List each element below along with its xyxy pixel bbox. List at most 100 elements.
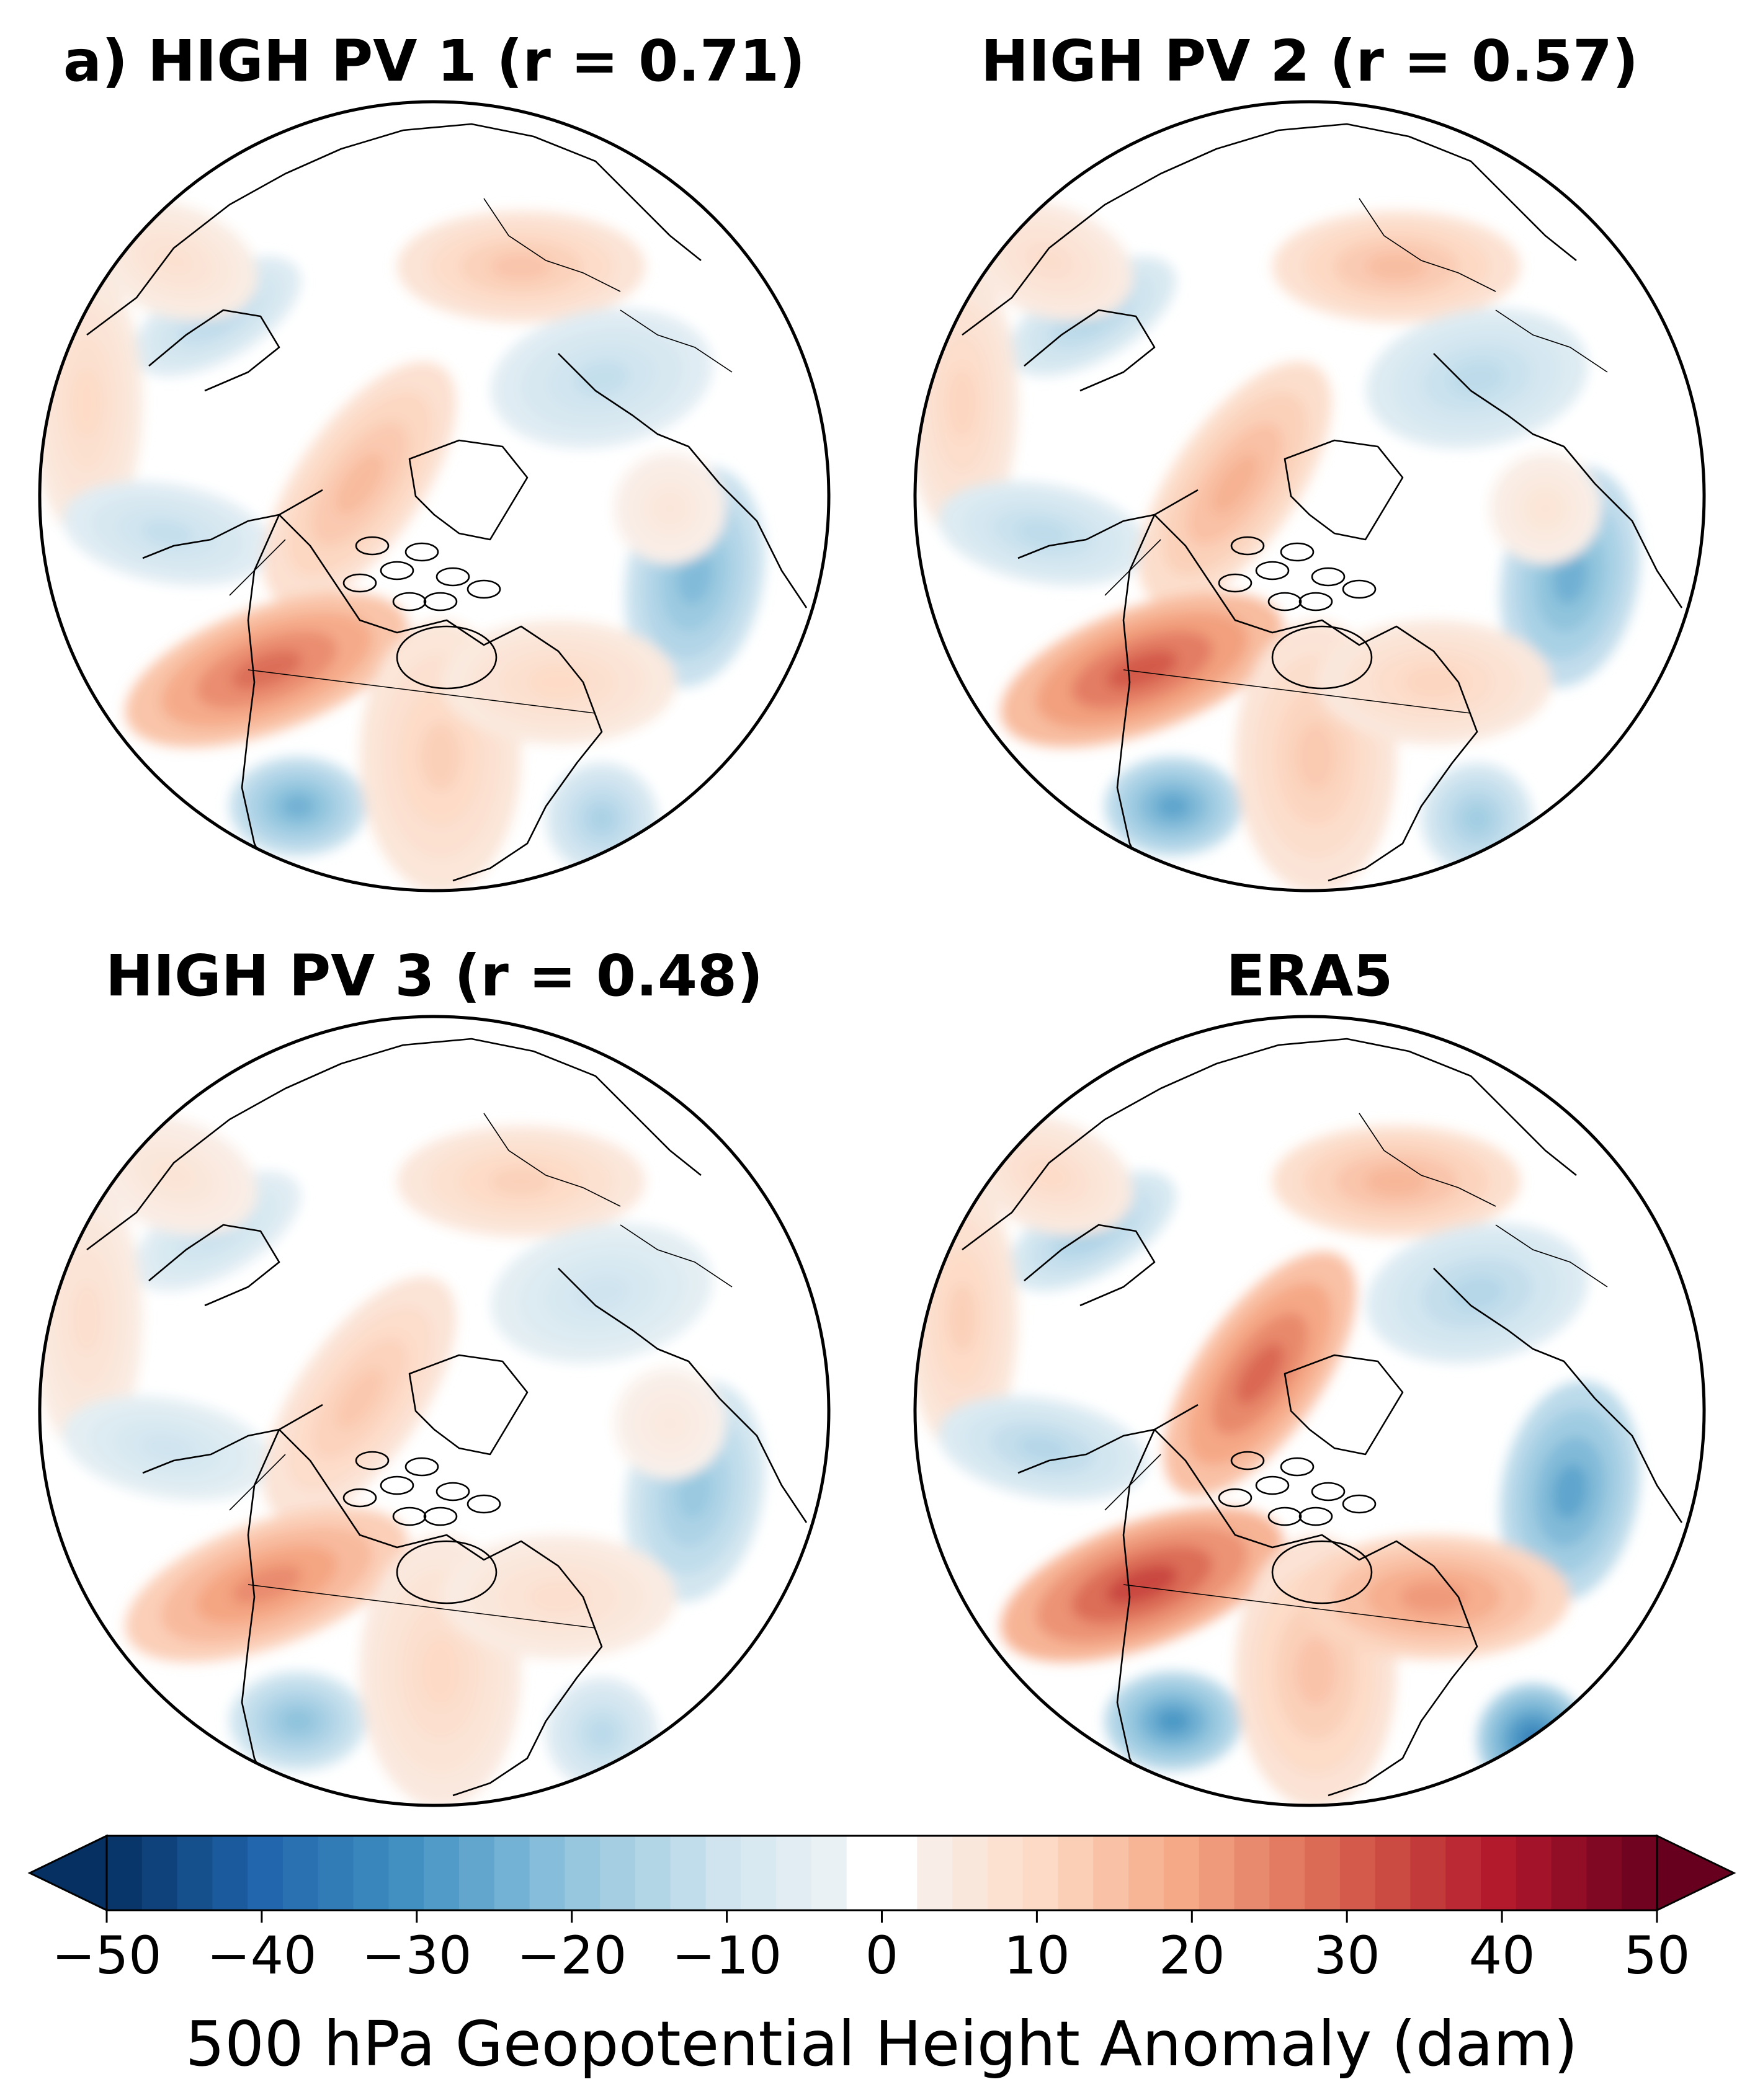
eurasia-north-coast <box>962 123 1577 336</box>
anomaly-contour <box>587 804 616 833</box>
colorbar-tick-label: 50 <box>1624 1925 1690 1986</box>
colorbar-bin <box>1551 1836 1588 1910</box>
anomaly-contour <box>1365 252 1427 281</box>
colorbar-extend-min <box>27 1834 108 1912</box>
island-outline <box>1342 1494 1377 1514</box>
island-outline <box>1280 542 1315 562</box>
anomaly-contour <box>1552 1464 1588 1519</box>
map-panel-high-pv-3 <box>38 1015 831 1807</box>
island-outline <box>1218 1488 1253 1508</box>
anomaly-contour <box>529 1582 588 1613</box>
coastlines <box>86 1038 808 1805</box>
greenland-outline <box>408 1354 529 1456</box>
border-line <box>620 1224 733 1288</box>
colorbar-bin <box>494 1836 530 1910</box>
island-outline <box>355 536 390 556</box>
island-outline <box>435 567 470 587</box>
hudson-bay-outline <box>1271 625 1373 690</box>
anomaly-contour <box>656 494 684 523</box>
eurasia-north-coast <box>86 123 702 336</box>
map-panel-era5 <box>913 1015 1706 1807</box>
anomaly-contour <box>1491 1697 1575 1782</box>
colorbar-tick-label: −20 <box>517 1925 627 1986</box>
colorbar-bin <box>1163 1836 1200 1910</box>
greenland-outline <box>408 439 529 541</box>
border-line <box>248 669 596 714</box>
island-outline <box>404 1457 439 1477</box>
eurasia-north-coast <box>962 1038 1577 1251</box>
colorbar-bin <box>811 1836 847 1910</box>
anomaly-contour <box>1236 1343 1284 1405</box>
anomaly-contour <box>677 549 713 605</box>
island-outline <box>1230 536 1265 556</box>
island-outline <box>423 1506 458 1526</box>
border-line <box>1123 669 1471 714</box>
colorbar-bin <box>952 1836 988 1910</box>
colorbar-bin <box>1022 1836 1059 1910</box>
island-outline <box>1267 592 1302 612</box>
north-america-coast <box>279 1429 603 1797</box>
border-line <box>620 309 733 373</box>
colorbar-bin <box>1058 1836 1094 1910</box>
anomaly-contour <box>141 1435 194 1462</box>
anomaly-contour <box>1017 1435 1069 1462</box>
colorbar-tick-label: −40 <box>207 1925 316 1986</box>
island-outline <box>1342 579 1377 599</box>
colorbar-bin <box>1128 1836 1164 1910</box>
coastlines <box>962 123 1683 891</box>
island-outline <box>435 1482 470 1502</box>
colorbar-bin <box>670 1836 707 1910</box>
colorbar-bin <box>741 1836 777 1910</box>
alaska-coast <box>142 489 323 559</box>
border-line <box>229 539 286 596</box>
greenland-outline <box>1284 1354 1404 1456</box>
anomaly-contour <box>153 245 195 276</box>
north-america-coast <box>1154 1429 1478 1797</box>
panel-title-1: a) HIGH PV 1 (r = 0.71) <box>63 28 805 94</box>
scandinavia-coast <box>1024 309 1156 392</box>
anomaly-contour <box>1017 520 1069 547</box>
anomaly-contour <box>73 1284 101 1352</box>
anomaly-contour <box>336 1368 384 1430</box>
west-coast <box>1116 1429 1156 1805</box>
anomaly-contour <box>1295 723 1336 791</box>
anomaly-contour <box>1106 1565 1178 1604</box>
colorbar-bin <box>353 1836 389 1910</box>
anomaly-contour <box>280 794 315 819</box>
west-coast <box>1116 514 1156 891</box>
colorbar-bin <box>388 1836 424 1910</box>
border-line <box>1359 1113 1496 1207</box>
colorbar-bin <box>1586 1836 1622 1910</box>
anomaly-contour <box>1156 794 1190 819</box>
colorbar-bin <box>1481 1836 1517 1910</box>
anomaly-contour <box>141 520 194 547</box>
border-line <box>1104 539 1161 596</box>
colorbar-bins <box>107 1836 1658 1910</box>
border-line <box>1104 1454 1161 1511</box>
scandinavia-coast <box>148 309 280 392</box>
colorbar-bin <box>107 1836 143 1910</box>
coastlines <box>86 123 808 891</box>
anomaly-contour <box>1211 453 1259 515</box>
map-panel-high-pv-2 <box>913 100 1706 892</box>
anomaly-field <box>915 123 1683 891</box>
colorbar-bin <box>318 1836 354 1910</box>
island-outline <box>1218 573 1253 593</box>
border-line <box>483 198 621 292</box>
colorbar-bin <box>635 1836 671 1910</box>
anomaly-contour <box>574 360 630 396</box>
east-asia-coast <box>1433 1268 1683 1523</box>
anomaly-contour <box>656 1409 684 1438</box>
colorbar-bin <box>846 1836 883 1910</box>
anomaly-contour <box>1400 1582 1468 1613</box>
island-outline <box>404 542 439 562</box>
colorbar-tick-label: 20 <box>1159 1925 1225 1986</box>
coastlines <box>962 1038 1683 1805</box>
colorbar-bin <box>1093 1836 1129 1910</box>
east-asia-coast <box>1433 353 1683 608</box>
colorbar-bin <box>1305 1836 1341 1910</box>
colorbar-bin <box>282 1836 319 1910</box>
colorbar-bin <box>212 1836 248 1910</box>
island-outline <box>467 579 501 599</box>
colorbar-bin <box>424 1836 460 1910</box>
